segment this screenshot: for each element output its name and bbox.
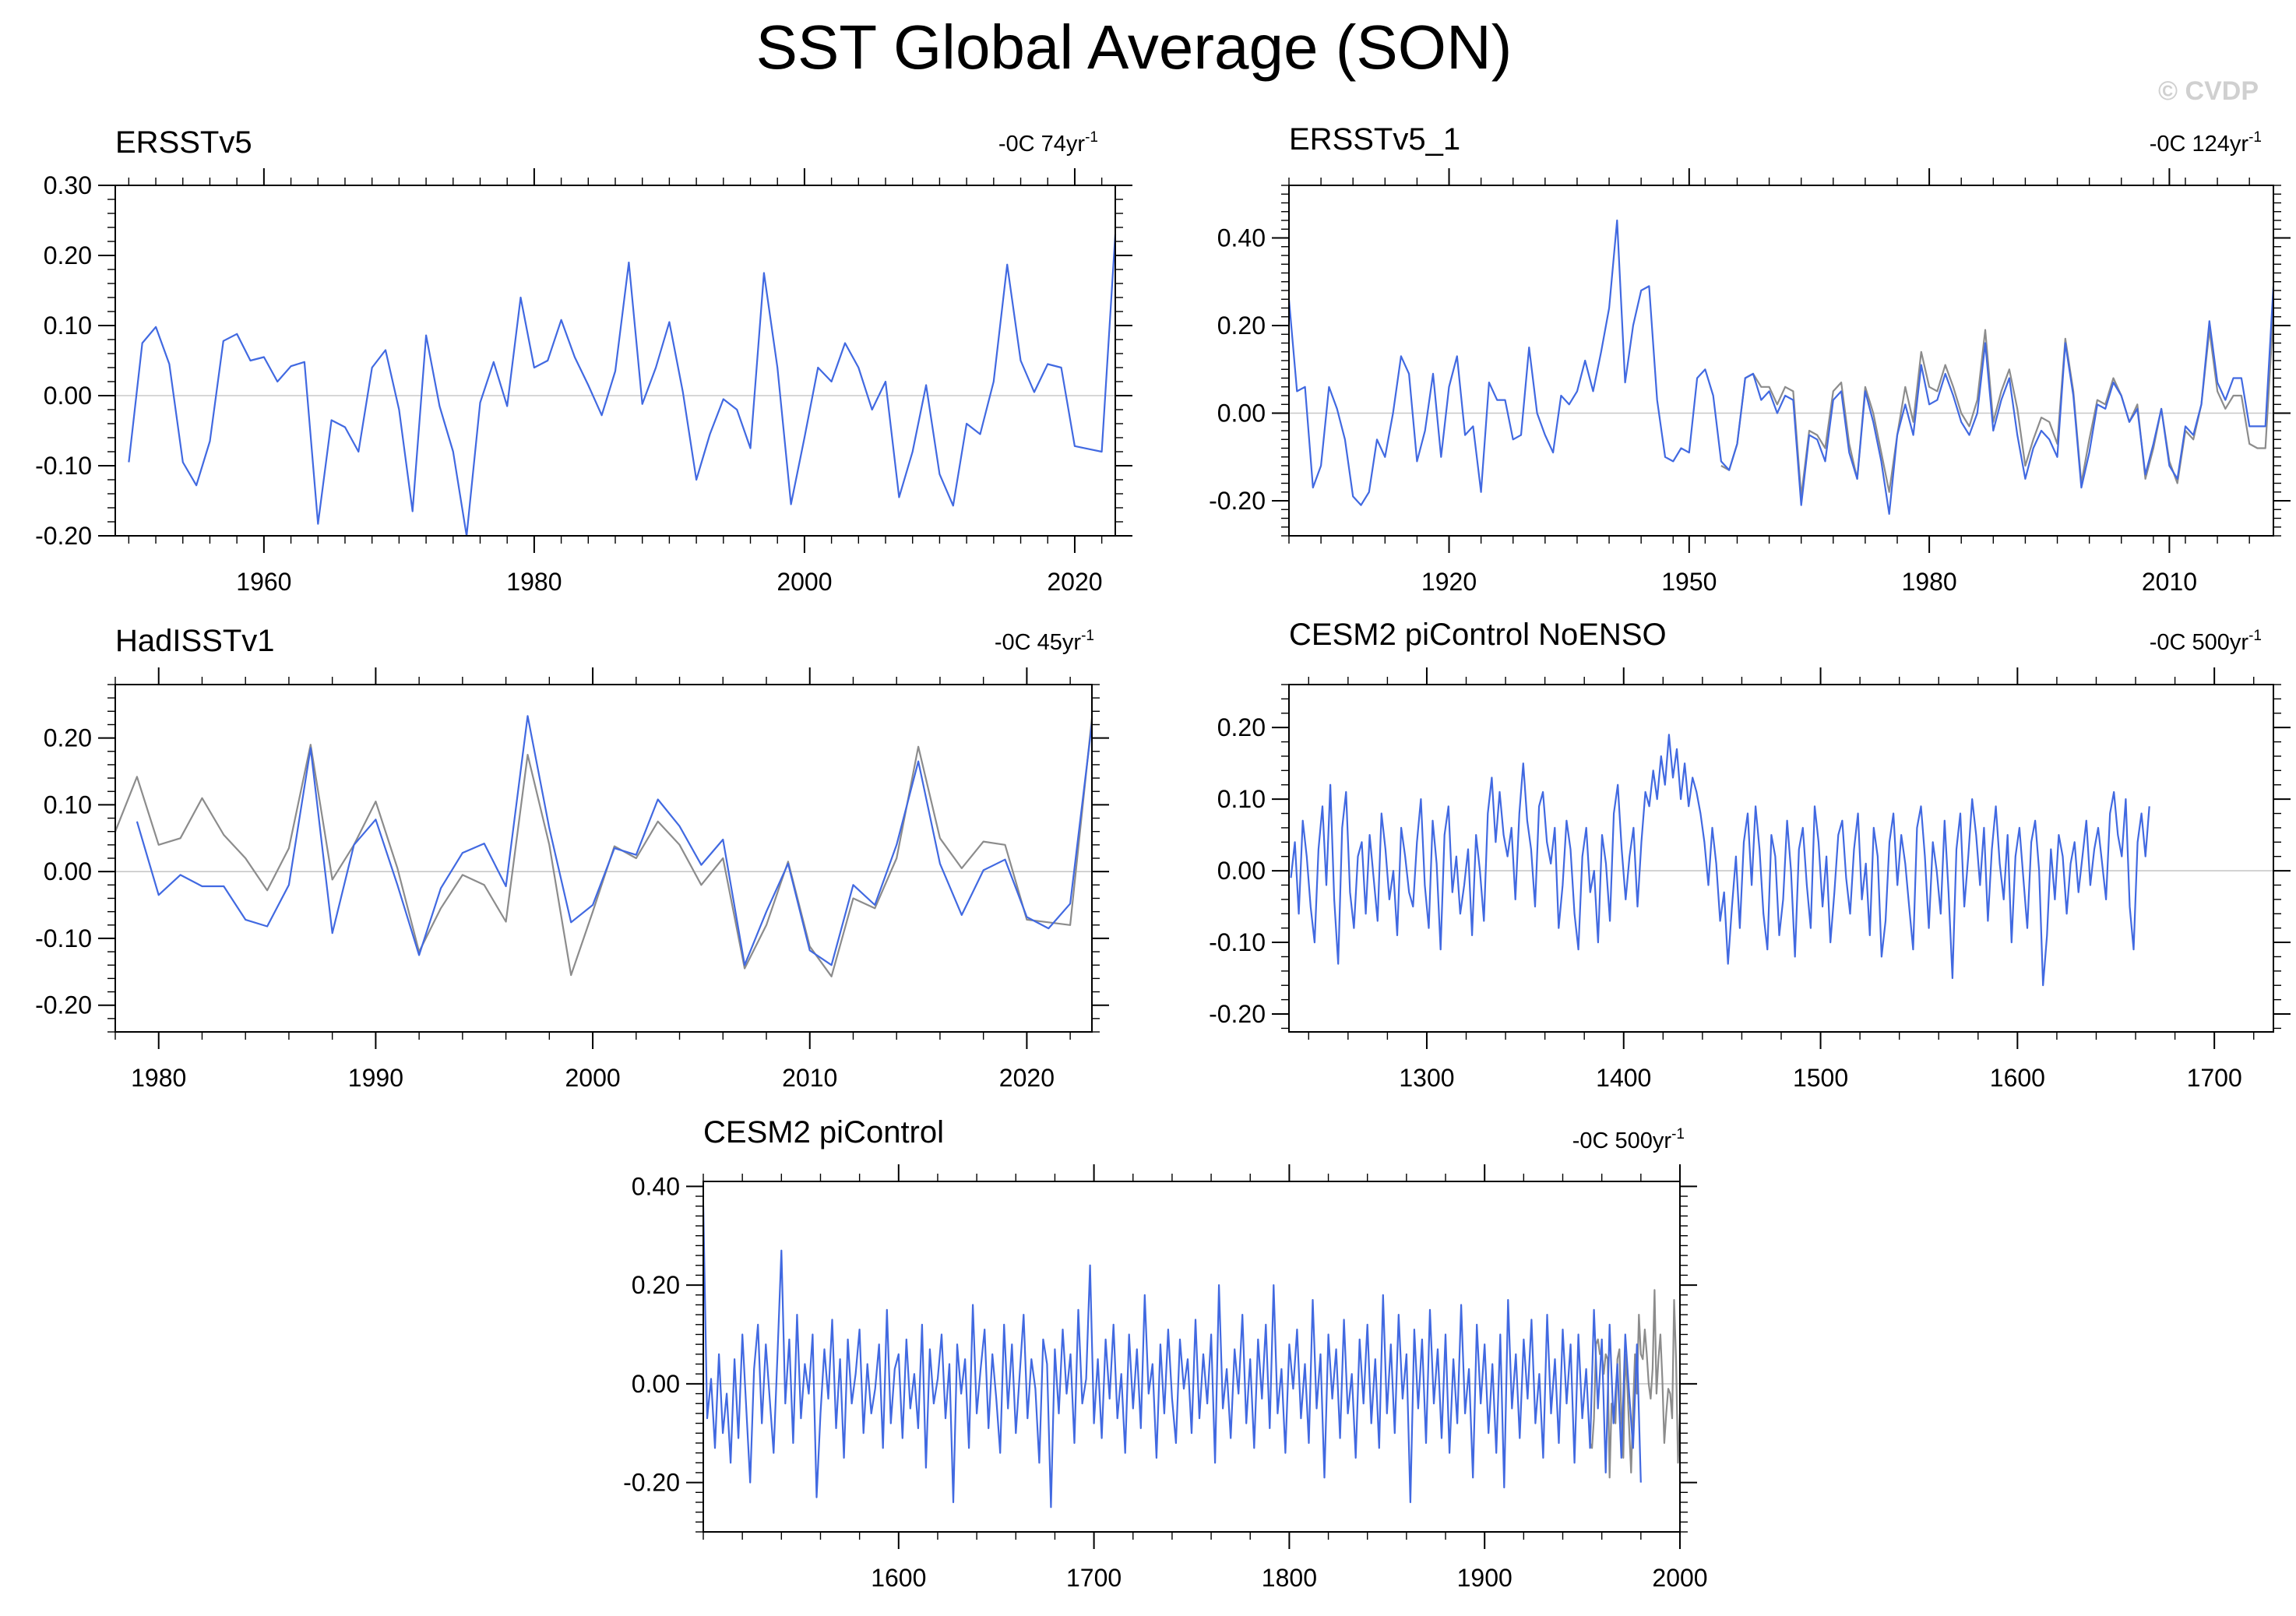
reference-series-line <box>1589 1289 1682 1479</box>
x-tick-label: 1800 <box>1262 1564 1317 1592</box>
plot-frame <box>1288 185 2274 537</box>
x-tick-label: 1960 <box>236 568 291 596</box>
figure-title: SST Global Average (SON) <box>756 12 1512 82</box>
y-tick-label: 0.00 <box>1217 400 1266 428</box>
x-tick-label: 1950 <box>1661 568 1717 596</box>
panel-cesm2-picontrol-noenso: -0.20 -0.10 0.00 0.10 0.20 1300 1400 1500 1600 17… <box>1209 618 2291 1092</box>
y-tick-label: 0.20 <box>1217 312 1266 340</box>
x-tick-label: 1980 <box>1902 568 1957 596</box>
panel-title: HadISSTv1 <box>115 624 275 658</box>
primary-series-line <box>1287 219 2275 516</box>
y-tick-label: 0.00 <box>1217 857 1266 885</box>
panel-title: CESM2 piControl NoENSO <box>1289 618 1667 652</box>
trend-text: -0C 45yr <box>995 630 1082 655</box>
reference-series-line <box>1720 312 2275 498</box>
panel-title: ERSSTv5 <box>115 125 252 160</box>
y-tick-label: -0.20 <box>1209 487 1266 515</box>
x-tick-label: 2000 <box>565 1064 620 1092</box>
x-tick-label: 2010 <box>2142 568 2197 596</box>
x-tick-label: 1900 <box>1457 1564 1512 1592</box>
trend-text: -0C 74yr <box>998 132 1086 157</box>
y-tick-label: -0.20 <box>1209 1000 1266 1028</box>
copyright-mark: © CVDP <box>2158 76 2259 106</box>
panel-title: ERSSTv5_1 <box>1289 122 1460 157</box>
x-tick-label: 1400 <box>1596 1064 1651 1092</box>
x-tick-label: 2010 <box>782 1064 837 1092</box>
y-tick-label: 0.10 <box>1217 785 1266 813</box>
primary-series-line <box>128 234 1117 537</box>
panel-cesm2-picontrol: -0.20 0.00 0.20 0.40 1600 1700 1800 1900 2000 CES… <box>623 1115 1708 1592</box>
trend-text: -0C 124yr <box>2150 132 2249 157</box>
y-tick-label: 0.00 <box>632 1370 680 1398</box>
x-tick-label: 1300 <box>1399 1064 1454 1092</box>
trend-exponent: -1 <box>2248 129 2262 146</box>
trend-exponent: -1 <box>1085 129 1098 146</box>
plot-frame <box>114 684 1093 1033</box>
y-tick-label: -0.20 <box>623 1469 680 1497</box>
primary-series-line <box>1290 734 2150 987</box>
y-tick-label: 0.20 <box>44 241 92 269</box>
y-tick-label: 0.40 <box>1217 224 1266 252</box>
reference-series-line <box>114 717 1093 977</box>
x-tick-label: 1700 <box>2187 1064 2242 1092</box>
panel-hadisstv1: -0.20 -0.10 0.00 0.10 0.20 1980 1990 2000 2010 20… <box>35 624 1109 1092</box>
trend-label: -0C 124yr-1 <box>2150 129 2262 157</box>
y-tick-label: 0.10 <box>44 790 92 819</box>
y-tick-label: 0.00 <box>44 857 92 885</box>
y-tick-label: -0.10 <box>1209 928 1266 956</box>
y-tick-label: 0.20 <box>632 1271 680 1299</box>
y-tick-label: -0.20 <box>35 991 92 1019</box>
trend-label: -0C 500yr-1 <box>2150 628 2262 655</box>
trend-label: -0C 74yr-1 <box>998 129 1098 157</box>
trend-label: -0C 45yr-1 <box>995 628 1094 655</box>
primary-series-line <box>702 1206 1642 1509</box>
x-tick-label: 1600 <box>1990 1064 2045 1092</box>
y-tick-label: 0.00 <box>44 382 92 410</box>
trend-text: -0C 500yr <box>2150 630 2249 655</box>
trend-exponent: -1 <box>2248 628 2262 644</box>
x-tick-label: 2020 <box>1047 568 1102 596</box>
trend-exponent: -1 <box>1671 1126 1685 1142</box>
panel-title: CESM2 piControl <box>703 1115 944 1150</box>
y-tick-label: 0.20 <box>1217 713 1266 741</box>
x-tick-label: 1600 <box>871 1564 926 1592</box>
y-tick-label: 0.10 <box>44 312 92 340</box>
x-tick-label: 1980 <box>131 1064 186 1092</box>
x-tick-label: 2020 <box>999 1064 1055 1092</box>
trend-exponent: -1 <box>1081 628 1094 644</box>
primary-series-line <box>136 715 1093 966</box>
panel-erssstv5: -0.20 -0.10 0.00 0.10 0.20 0.30 1960 1980 2000 20… <box>35 125 1132 596</box>
x-tick-label: 2000 <box>1652 1564 1707 1592</box>
y-tick-label: -0.20 <box>35 522 92 550</box>
x-tick-label: 1990 <box>348 1064 403 1092</box>
x-tick-label: 1920 <box>1421 568 1477 596</box>
trend-label: -0C 500yr-1 <box>1572 1126 1685 1153</box>
y-tick-label: -0.10 <box>35 924 92 952</box>
x-tick-label: 2000 <box>776 568 832 596</box>
x-tick-label: 1700 <box>1066 1564 1122 1592</box>
x-tick-label: 1980 <box>506 568 562 596</box>
plot-frame <box>114 185 1116 537</box>
y-tick-label: 0.40 <box>632 1172 680 1200</box>
plot-frame <box>703 1181 1681 1533</box>
y-tick-label: -0.10 <box>35 452 92 480</box>
y-tick-label: 0.20 <box>44 724 92 752</box>
y-tick-label: 0.30 <box>44 171 92 199</box>
trend-text: -0C 500yr <box>1572 1128 1672 1153</box>
plot-frame <box>1288 684 2274 1033</box>
x-tick-label: 1500 <box>1793 1064 1848 1092</box>
panel-erssstv5-1: -0.20 0.00 0.20 0.40 1920 1950 1980 2010 ERSSTv5… <box>1209 122 2291 596</box>
